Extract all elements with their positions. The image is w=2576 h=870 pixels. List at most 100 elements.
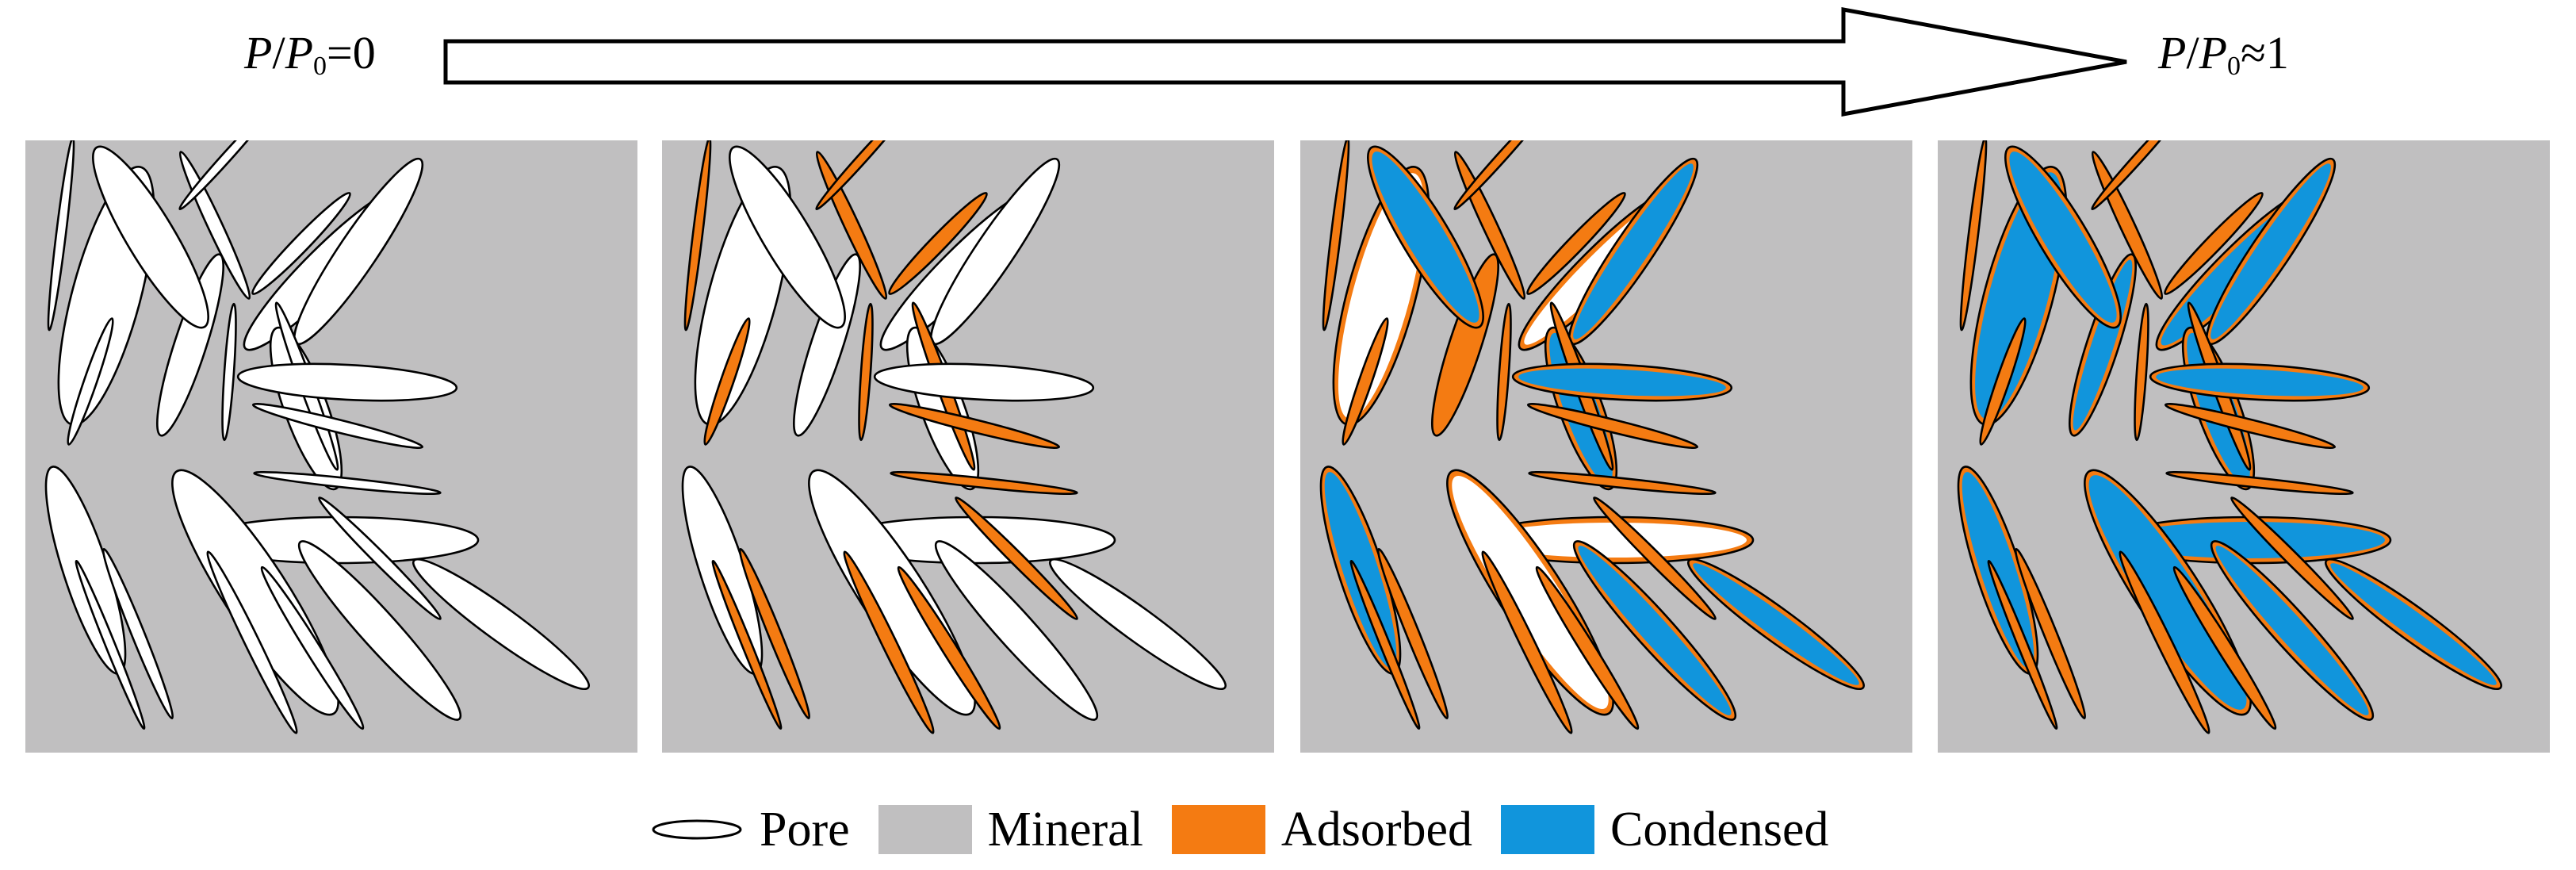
pressure-rel: = <box>327 27 353 79</box>
pore-empty <box>873 362 1095 402</box>
pore-condensed <box>2149 362 2371 402</box>
pore-adsorbed <box>2165 470 2354 496</box>
pore-adsorbed <box>1376 548 1449 719</box>
pore-adsorbed <box>888 192 988 295</box>
legend-item-pore: Pore <box>650 802 850 858</box>
pressure-value: 0 <box>352 27 376 79</box>
pressure-var: P <box>2158 27 2187 79</box>
pore-adsorbed <box>2164 402 2337 450</box>
pressure-end-label: P/P0≈1 <box>2158 30 2289 80</box>
pore-adsorbed <box>843 550 935 734</box>
pore-adsorbed <box>1526 402 1699 450</box>
pore-adsorbed <box>1979 317 2027 446</box>
pore-empty <box>236 362 458 402</box>
pore-adsorbed <box>2164 192 2264 295</box>
panel-partial-condensation <box>1300 140 1912 753</box>
increasing-pressure-arrow <box>443 6 2127 117</box>
pore-adsorbed <box>888 402 1061 450</box>
adsorbed-swatch-icon <box>1171 805 1265 854</box>
pore-adsorbed <box>1528 470 1717 496</box>
pore-adsorbed <box>2230 496 2354 620</box>
pore-empty <box>253 470 442 496</box>
pressure-rel: ≈ <box>2241 27 2266 79</box>
pressure-ref: P <box>285 27 313 79</box>
legend-label-adsorbed: Adsorbed <box>1280 802 1472 857</box>
pore-adsorbed <box>703 317 751 446</box>
pore-condensed <box>1472 515 1755 565</box>
legend-item-adsorbed: Adsorbed <box>1171 802 1472 858</box>
pore-condensed <box>2210 540 2375 721</box>
pressure-value: 1 <box>2265 27 2289 79</box>
legend-item-condensed: Condensed <box>1501 802 1829 858</box>
pore-empty <box>793 253 861 437</box>
pore-condensed <box>2324 558 2503 691</box>
pressure-sep: / <box>2186 27 2199 79</box>
pore-adsorbed <box>1453 140 1548 211</box>
pore-empty <box>1048 558 1227 691</box>
pore-adsorbed <box>1431 253 1499 437</box>
pressure-sep: / <box>272 27 285 79</box>
panel-full-condensation <box>1938 140 2550 753</box>
pore-adsorbed <box>2172 565 2277 730</box>
pore-adsorbed <box>1526 192 1626 295</box>
pressure-var: P <box>244 27 273 79</box>
pore-swatch-icon <box>652 819 742 840</box>
pore-condensed <box>1511 362 1733 402</box>
pressure-ref-sub: 0 <box>313 52 327 81</box>
pore-adsorbed <box>2014 548 2087 719</box>
pore-adsorbed <box>2119 550 2210 734</box>
legend-item-mineral: Mineral <box>878 802 1143 858</box>
pore-empty <box>934 540 1099 721</box>
pore-adsorbed <box>1322 140 1350 332</box>
pore-adsorbed <box>858 302 874 442</box>
pore-adsorbed <box>1593 496 1717 620</box>
pressure-ref-sub: 0 <box>2227 52 2241 81</box>
arrow-shape <box>443 6 2127 117</box>
pore-condensed <box>2004 145 2122 329</box>
pressure-ref: P <box>2199 27 2227 79</box>
pore-adsorbed <box>815 140 910 211</box>
pore-adsorbed <box>1481 550 1573 734</box>
pore-empty <box>101 548 174 719</box>
legend: Pore Mineral Adsorbed Condensed <box>650 797 1858 862</box>
pore-empty <box>221 302 237 442</box>
pore-adsorbed <box>1987 559 2058 730</box>
pore-adsorbed <box>897 565 1001 730</box>
pore-condensed <box>1572 540 1737 721</box>
pore-condensed <box>1686 558 1866 691</box>
pore-adsorbed <box>1535 565 1640 730</box>
legend-label-condensed: Condensed <box>1610 802 1829 857</box>
pore-adsorbed <box>890 470 1078 496</box>
pore-empty <box>92 145 209 329</box>
pore-adsorbed <box>2091 140 2186 211</box>
pore-empty <box>67 317 114 446</box>
pressure-start-label: P/P0=0 <box>244 30 376 80</box>
pore-condensed <box>2110 515 2392 565</box>
pore-empty <box>75 559 146 730</box>
pore-empty <box>411 558 591 691</box>
legend-label-pore: Pore <box>760 802 850 857</box>
condensed-swatch-icon <box>1501 805 1594 854</box>
pore-empty <box>260 565 365 730</box>
pore-adsorbed <box>1349 559 1421 730</box>
pore-adsorbed <box>738 548 811 719</box>
pore-empty <box>206 550 298 734</box>
panel-dry <box>25 140 637 753</box>
pore-empty <box>156 253 224 437</box>
legend-label-mineral: Mineral <box>987 802 1143 857</box>
pore-empty <box>251 192 351 295</box>
panel-adsorption <box>662 140 1274 753</box>
pore-empty <box>251 402 424 450</box>
pore-empty <box>729 145 846 329</box>
pore-condensed <box>1367 145 1484 329</box>
pore-adsorbed <box>683 140 712 332</box>
pore-adsorbed <box>711 559 783 730</box>
pore-empty <box>297 540 462 721</box>
pore-empty <box>178 140 274 211</box>
pore-adsorbed <box>1959 140 1988 332</box>
pore-condensed <box>2205 157 2337 346</box>
pore-empty <box>47 140 75 332</box>
pore-adsorbed <box>2134 302 2149 442</box>
pore-adsorbed <box>1342 317 1389 446</box>
